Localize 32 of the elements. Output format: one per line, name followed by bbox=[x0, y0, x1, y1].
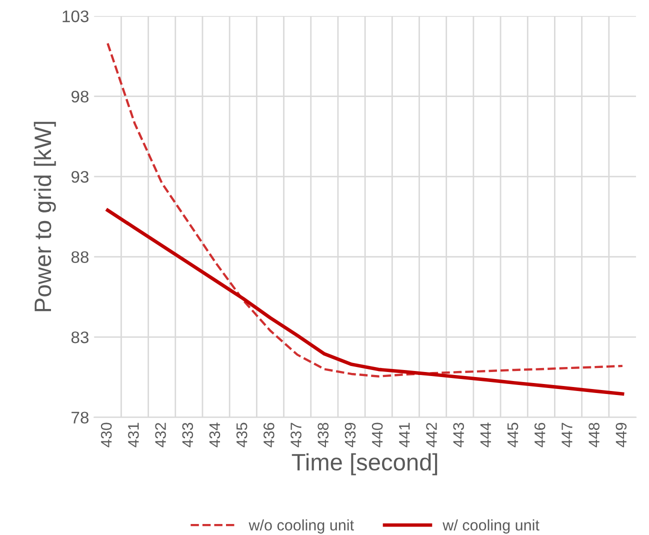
x-tick-label: 446 bbox=[534, 422, 546, 448]
x-tick-label: 441 bbox=[399, 422, 410, 448]
x-tick-label: 436 bbox=[264, 422, 274, 448]
x-tick-label: 449 bbox=[616, 422, 627, 448]
x-tick-label: 430 bbox=[100, 422, 112, 448]
x-tick-label: 437 bbox=[290, 422, 302, 448]
x-tick-label: 443 bbox=[453, 422, 464, 448]
y-axis-title: Power to grid [kW] bbox=[34, 122, 56, 312]
y-tick-label: 93 bbox=[71, 170, 89, 183]
x-tick-label: 447 bbox=[562, 422, 572, 448]
x-tick-label: 433 bbox=[182, 422, 194, 448]
x-tick-label: 445 bbox=[508, 422, 518, 448]
y-tick-label: 103 bbox=[62, 10, 89, 22]
x-tick-label: 438 bbox=[318, 422, 329, 448]
x-tick-label: 435 bbox=[236, 422, 248, 448]
y-tick-label: 83 bbox=[71, 331, 89, 344]
x-tick-label: 444 bbox=[480, 422, 491, 448]
x-tick-label: 448 bbox=[588, 422, 600, 448]
x-tick-label: 440 bbox=[372, 422, 383, 448]
x-tick-label: 439 bbox=[344, 422, 356, 448]
line-series bbox=[106, 42, 624, 378]
legend-label: w/ cooling unit bbox=[442, 519, 540, 534]
y-tick-label: 88 bbox=[71, 251, 89, 264]
x-tick-label: 432 bbox=[155, 422, 166, 448]
x-tick-label: 434 bbox=[209, 422, 220, 448]
y-tick-label: 78 bbox=[72, 412, 89, 424]
x-tick-label: 442 bbox=[426, 422, 437, 448]
line-series bbox=[106, 208, 624, 396]
legend-label: w/o cooling unit bbox=[248, 519, 354, 534]
x-axis-title: Time [second] bbox=[292, 453, 438, 476]
y-tick-label: 98 bbox=[71, 90, 89, 103]
x-tick-label: 431 bbox=[128, 422, 139, 448]
